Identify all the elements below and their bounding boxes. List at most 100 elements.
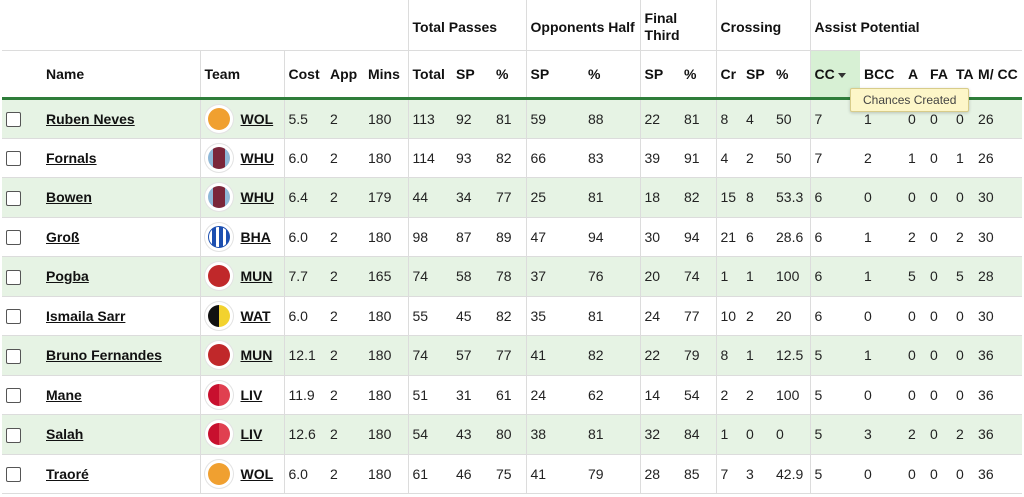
player-name-link[interactable]: Ruben Neves xyxy=(46,110,135,127)
cell-cr-pct: 20 xyxy=(772,296,811,336)
team-code-link[interactable]: LIV xyxy=(240,386,263,403)
cell-ta: 0 xyxy=(952,454,975,494)
team-code-link[interactable]: LIV xyxy=(240,426,263,443)
cell-bcc: 2 xyxy=(860,138,905,178)
row-checkbox[interactable] xyxy=(6,427,21,443)
row-checkbox[interactable] xyxy=(6,230,21,246)
row-checkbox[interactable] xyxy=(6,190,21,206)
cell-oh-pct: 83 xyxy=(584,138,641,178)
col-tp-total[interactable]: Total xyxy=(407,50,452,100)
cell-cc: 6 xyxy=(809,217,861,257)
table-row: Pogba MUN 7.7 2 165 74 58 78 37 76 20 74… xyxy=(2,256,1023,297)
cell-cr-cr: 8 xyxy=(715,335,743,376)
cell-tp-pct: 82 xyxy=(492,296,526,336)
cell-oh-sp: 59 xyxy=(525,98,584,139)
cell-mcc: 36 xyxy=(974,454,1023,494)
col-ft-sp[interactable]: SP xyxy=(639,50,681,100)
row-checkbox[interactable] xyxy=(6,348,21,364)
row-checkbox[interactable] xyxy=(6,388,21,404)
team-cell: MUN xyxy=(204,262,280,291)
col-mcc[interactable]: M/ CC xyxy=(974,50,1023,100)
cell-tp-sp: 46 xyxy=(452,454,492,494)
cell-tp-pct: 78 xyxy=(492,256,526,297)
cell-tp-sp: 34 xyxy=(452,177,492,218)
col-cr-cr[interactable]: Cr xyxy=(715,50,743,100)
cell-tp-total: 74 xyxy=(407,335,452,376)
col-cc[interactable]: CC xyxy=(809,50,861,100)
cell-app: 2 xyxy=(326,375,364,415)
cell-mins: 180 xyxy=(364,375,408,415)
cell-tp-pct: 75 xyxy=(492,454,526,494)
cell-cost: 11.9 xyxy=(283,375,326,415)
player-name-link[interactable]: Bruno Fernandes xyxy=(46,347,162,364)
col-oh-sp[interactable]: SP xyxy=(525,50,584,100)
player-name-link[interactable]: Groß xyxy=(46,228,80,245)
player-name-link[interactable]: Mane xyxy=(46,386,82,403)
team-code-link[interactable]: BHA xyxy=(240,228,271,245)
col-cost[interactable]: Cost xyxy=(283,50,326,100)
player-name-link[interactable]: Ismaila Sarr xyxy=(46,307,126,324)
cell-tp-sp: 93 xyxy=(452,138,492,178)
cell-cr-cr: 8 xyxy=(715,98,743,139)
player-name-link[interactable]: Pogba xyxy=(46,268,89,285)
cell-cc: 6 xyxy=(809,296,861,336)
cell-app: 2 xyxy=(326,414,364,455)
cell-cr-pct: 42.9 xyxy=(772,454,811,494)
table-row: Mane LIV 11.9 2 180 51 31 61 24 62 14 54… xyxy=(2,375,1023,415)
row-checkbox[interactable] xyxy=(6,269,21,285)
col-app[interactable]: App xyxy=(326,50,364,100)
cell-oh-pct: 81 xyxy=(584,177,641,218)
cell-mcc: 36 xyxy=(974,414,1023,455)
team-cell: LIV xyxy=(204,420,280,449)
cell-bcc: 3 xyxy=(860,414,905,455)
cell-oh-sp: 24 xyxy=(525,375,584,415)
team-code-link[interactable]: MUN xyxy=(240,268,273,285)
cell-tp-pct: 80 xyxy=(492,414,526,455)
team-code-link[interactable]: WAT xyxy=(240,307,271,324)
team-cell: WAT xyxy=(204,301,280,330)
col-team[interactable]: Team xyxy=(199,50,284,100)
cell-ta: 2 xyxy=(952,414,975,455)
cell-ft-sp: 30 xyxy=(639,217,681,257)
player-name-link[interactable]: Bowen xyxy=(46,189,92,206)
row-checkbox[interactable] xyxy=(6,151,21,167)
cell-cost: 6.0 xyxy=(283,296,326,336)
player-name-link[interactable]: Fornals xyxy=(46,149,97,166)
cell-fa: 0 xyxy=(926,217,953,257)
col-tp-pct[interactable]: % xyxy=(492,50,526,100)
team-code-link[interactable]: WOL xyxy=(240,465,274,482)
cell-cr-sp: 0 xyxy=(742,414,773,455)
team-code-link[interactable]: WHU xyxy=(240,189,274,206)
col-ft-pct[interactable]: % xyxy=(680,50,717,100)
cell-a: 1 xyxy=(904,138,927,178)
team-code-link[interactable]: WOL xyxy=(240,110,274,127)
player-rows: Ruben Neves WOL 5.5 2 180 113 92 81 59 8… xyxy=(2,98,1023,494)
player-name-link[interactable]: Salah xyxy=(46,426,84,443)
row-checkbox[interactable] xyxy=(6,309,21,325)
col-oh-pct[interactable]: % xyxy=(584,50,641,100)
player-name-link[interactable]: Traoré xyxy=(46,465,89,482)
cell-cr-pct: 100 xyxy=(772,375,811,415)
cell-ft-pct: 81 xyxy=(680,98,717,139)
col-cr-sp[interactable]: SP xyxy=(742,50,773,100)
cell-cost: 6.0 xyxy=(283,217,326,257)
col-name[interactable]: Name xyxy=(42,50,200,100)
team-kit-icon xyxy=(204,380,233,409)
row-checkbox[interactable] xyxy=(6,112,21,128)
cell-cc: 5 xyxy=(809,454,861,494)
team-code-link[interactable]: MUN xyxy=(240,347,273,364)
cell-tp-sp: 31 xyxy=(452,375,492,415)
row-checkbox[interactable] xyxy=(6,467,21,483)
col-mins[interactable]: Mins xyxy=(364,50,408,100)
cell-bcc: 0 xyxy=(860,375,905,415)
col-tp-sp[interactable]: SP xyxy=(452,50,492,100)
cell-cr-pct: 53.3 xyxy=(772,177,811,218)
team-code-link[interactable]: WHU xyxy=(240,149,274,166)
col-cr-pct[interactable]: % xyxy=(772,50,811,100)
cell-ta: 0 xyxy=(952,296,975,336)
cell-tp-total: 54 xyxy=(407,414,452,455)
cell-cr-sp: 4 xyxy=(742,98,773,139)
cell-ta: 0 xyxy=(952,375,975,415)
cell-fa: 0 xyxy=(926,414,953,455)
